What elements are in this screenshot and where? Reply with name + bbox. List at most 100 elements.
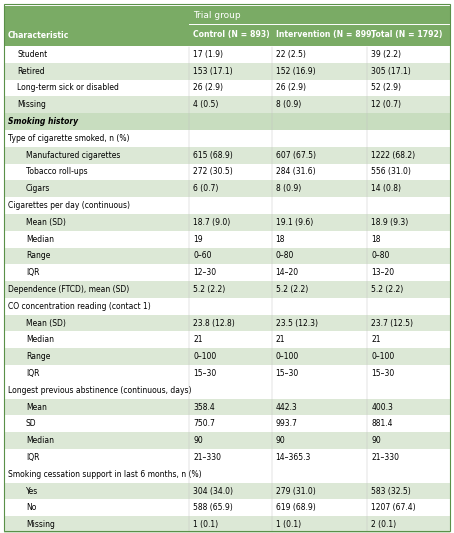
Text: 90: 90 <box>193 436 203 445</box>
Bar <box>4 147 450 164</box>
Text: 5.2 (2.2): 5.2 (2.2) <box>371 285 404 294</box>
Text: 272 (30.5): 272 (30.5) <box>193 167 233 176</box>
Text: 12–30: 12–30 <box>193 268 216 277</box>
Text: Type of cigarette smoked, n (%): Type of cigarette smoked, n (%) <box>8 134 129 143</box>
Bar <box>4 79 450 96</box>
Bar <box>4 516 450 533</box>
Bar <box>4 348 450 365</box>
Text: Mean: Mean <box>26 402 47 411</box>
Bar <box>4 449 450 466</box>
Text: 15–30: 15–30 <box>371 369 395 378</box>
Bar <box>4 197 450 214</box>
Text: Long-term sick or disabled: Long-term sick or disabled <box>17 84 119 93</box>
Text: Range: Range <box>26 252 50 261</box>
Text: 23.5 (12.3): 23.5 (12.3) <box>276 319 318 328</box>
Text: 15–30: 15–30 <box>276 369 299 378</box>
Bar <box>4 264 450 281</box>
Text: 1222 (68.2): 1222 (68.2) <box>371 151 415 160</box>
Text: 0–100: 0–100 <box>371 352 395 361</box>
Text: 153 (17.1): 153 (17.1) <box>193 67 233 76</box>
Text: 52 (2.9): 52 (2.9) <box>371 84 401 93</box>
Bar <box>4 298 450 314</box>
Text: 19.1 (9.6): 19.1 (9.6) <box>276 218 313 227</box>
Text: 0–80: 0–80 <box>276 252 294 261</box>
Text: 8 (0.9): 8 (0.9) <box>276 100 301 109</box>
Text: 21: 21 <box>276 335 285 344</box>
Text: 18.7 (9.0): 18.7 (9.0) <box>193 218 230 227</box>
Text: CO concentration reading (contact 1): CO concentration reading (contact 1) <box>8 302 151 311</box>
Text: 22 (2.5): 22 (2.5) <box>276 50 306 59</box>
Text: 15–30: 15–30 <box>193 369 217 378</box>
Bar <box>4 113 450 130</box>
Bar <box>4 499 450 516</box>
Text: 21–330: 21–330 <box>371 453 400 462</box>
Text: Retired: Retired <box>17 67 44 76</box>
Text: 0–100: 0–100 <box>193 352 217 361</box>
Text: 90: 90 <box>371 436 381 445</box>
Text: 0–60: 0–60 <box>193 252 212 261</box>
Text: 17 (1.9): 17 (1.9) <box>193 50 223 59</box>
Text: Smoking cessation support in last 6 months, n (%): Smoking cessation support in last 6 mont… <box>8 470 202 479</box>
Text: 279 (31.0): 279 (31.0) <box>276 487 316 496</box>
Text: Student: Student <box>17 50 47 59</box>
Text: 12 (0.7): 12 (0.7) <box>371 100 401 109</box>
Text: Dependence (FTCD), mean (SD): Dependence (FTCD), mean (SD) <box>8 285 129 294</box>
Text: 152 (16.9): 152 (16.9) <box>276 67 315 76</box>
Text: Smoking history: Smoking history <box>8 117 78 126</box>
Text: 14–20: 14–20 <box>276 268 299 277</box>
Text: Tobacco roll-ups: Tobacco roll-ups <box>26 167 88 176</box>
Text: Yes: Yes <box>26 487 38 496</box>
Text: Control (N = 893): Control (N = 893) <box>193 30 270 39</box>
Text: 14 (0.8): 14 (0.8) <box>371 184 401 193</box>
Bar <box>4 24 450 46</box>
Text: Mean (SD): Mean (SD) <box>26 218 66 227</box>
Text: 18.9 (9.3): 18.9 (9.3) <box>371 218 409 227</box>
Text: 583 (32.5): 583 (32.5) <box>371 487 411 496</box>
Text: 284 (31.6): 284 (31.6) <box>276 167 315 176</box>
Bar <box>4 231 450 247</box>
Text: Trial group: Trial group <box>193 11 241 20</box>
Text: No: No <box>26 503 36 512</box>
Text: 305 (17.1): 305 (17.1) <box>371 67 411 76</box>
Text: Median: Median <box>26 235 54 244</box>
Text: 881.4: 881.4 <box>371 419 393 429</box>
Text: 14–365.3: 14–365.3 <box>276 453 311 462</box>
Text: 4 (0.5): 4 (0.5) <box>193 100 218 109</box>
Text: 619 (68.9): 619 (68.9) <box>276 503 316 512</box>
Text: 26 (2.9): 26 (2.9) <box>276 84 306 93</box>
Bar <box>4 399 450 415</box>
Bar <box>4 180 450 197</box>
Text: 993.7: 993.7 <box>276 419 297 429</box>
Text: 13–20: 13–20 <box>371 268 395 277</box>
Bar <box>4 96 450 113</box>
Text: 750.7: 750.7 <box>193 419 215 429</box>
Text: 2 (0.1): 2 (0.1) <box>371 520 397 529</box>
Text: 607 (67.5): 607 (67.5) <box>276 151 316 160</box>
Bar <box>4 6 450 24</box>
Text: Intervention (N = 899): Intervention (N = 899) <box>276 30 375 39</box>
Bar <box>4 365 450 382</box>
Text: 5.2 (2.2): 5.2 (2.2) <box>276 285 308 294</box>
Bar <box>4 466 450 482</box>
Text: IQR: IQR <box>26 369 39 378</box>
Text: 0–100: 0–100 <box>276 352 299 361</box>
Text: 1 (0.1): 1 (0.1) <box>193 520 218 529</box>
Text: Median: Median <box>26 335 54 344</box>
Text: Cigarettes per day (continuous): Cigarettes per day (continuous) <box>8 201 130 210</box>
Bar <box>4 415 450 432</box>
Text: Missing: Missing <box>17 100 46 109</box>
Bar <box>4 46 450 63</box>
Text: 19: 19 <box>193 235 203 244</box>
Bar <box>4 314 450 332</box>
Bar <box>4 332 450 348</box>
Text: 442.3: 442.3 <box>276 402 297 411</box>
Text: 556 (31.0): 556 (31.0) <box>371 167 411 176</box>
Text: 39 (2.2): 39 (2.2) <box>371 50 401 59</box>
Text: SD: SD <box>26 419 37 429</box>
Bar <box>4 63 450 79</box>
Bar <box>4 247 450 264</box>
Text: 21–330: 21–330 <box>193 453 221 462</box>
Text: 358.4: 358.4 <box>193 402 215 411</box>
Text: 90: 90 <box>276 436 286 445</box>
Bar <box>4 432 450 449</box>
